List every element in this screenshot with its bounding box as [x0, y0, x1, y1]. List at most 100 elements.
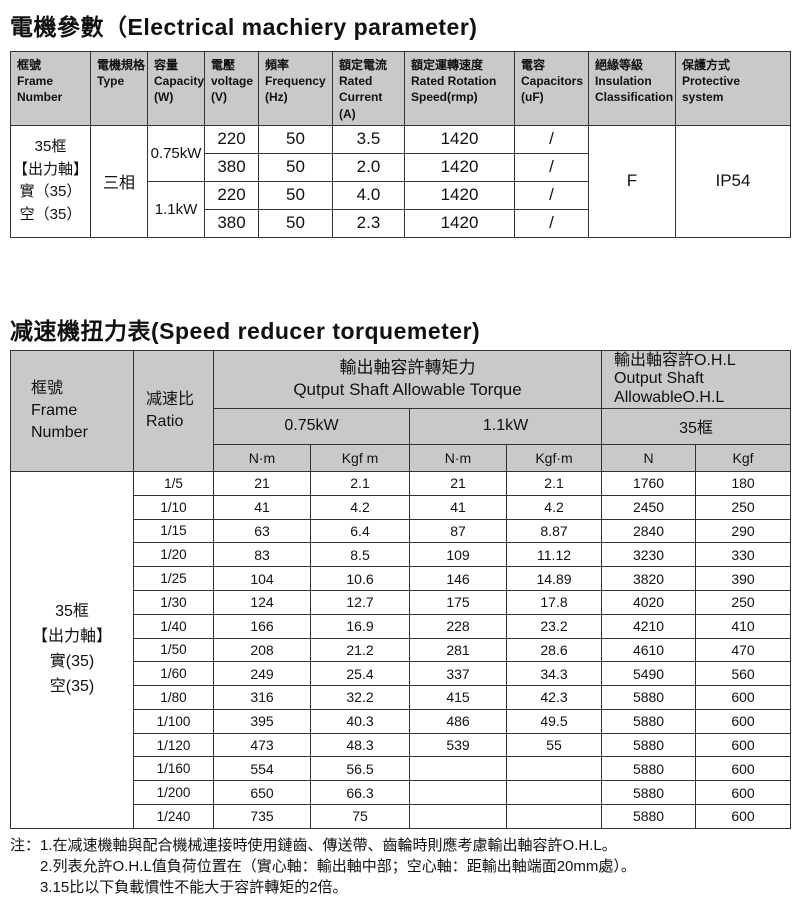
- ohl-n-cell: 5880: [601, 708, 697, 734]
- ratio-cell: 1/100: [133, 708, 214, 734]
- nm-075-cell: 554: [213, 756, 311, 782]
- kgfm-11-cell: 55: [505, 732, 603, 758]
- ohl-n-cell: 4020: [601, 589, 697, 615]
- col-header-insulation: 絕緣等級 Insulation Classification: [588, 51, 676, 126]
- ratio-cell: 1/20: [133, 542, 214, 568]
- nm-075-cell: 473: [213, 732, 311, 758]
- ohl-n-cell: 3230: [601, 542, 697, 568]
- protective-cell: IP54: [675, 124, 791, 238]
- ohl-kgf-cell: 250: [695, 494, 792, 520]
- table-row: 35框 【出力軸】 實(35) 空(35) 1/5 21 2.1 21 2.1 1760 18…: [10, 470, 792, 829]
- kgfm-11-cell: 34.3: [505, 661, 603, 687]
- ohl-kgf-cell: 600: [695, 708, 792, 734]
- col-header-kgfm-075: Kgf m: [310, 443, 410, 472]
- col-header-speed: 額定運轉速度 Rated Rotation Speed(rmp): [404, 51, 515, 126]
- speed-cell: 1420: [404, 208, 515, 238]
- table-row: 1/120 473 48.3 539 55 5880 600: [11, 732, 792, 758]
- ratio-cell: 1/60: [133, 661, 214, 687]
- nm-11-cell: 41: [409, 494, 507, 520]
- kgfm-11-cell: [505, 780, 603, 806]
- speed-cell: 1420: [404, 180, 515, 210]
- table-row: 1/100 395 40.3 486 49.5 5880 600: [11, 708, 792, 734]
- ohl-kgf-cell: 180: [695, 470, 792, 496]
- col-header-075kw: 0.75kW: [213, 407, 410, 445]
- nm-075-cell: 249: [213, 661, 311, 687]
- kgfm-075-cell: 25.4: [310, 661, 410, 687]
- ohl-kgf-cell: 600: [695, 780, 792, 806]
- kgfm-075-cell: 56.5: [310, 756, 410, 782]
- col-header-kgf: Kgf: [695, 443, 792, 472]
- table-row: 1/240 735 75 5880 600: [11, 804, 792, 829]
- torque-header-row-2: 0.75kW 1.1kW 35框: [11, 407, 792, 445]
- kgfm-11-cell: 8.87: [505, 518, 603, 544]
- electrical-table: 框號 Frame Number 電機規格 Type 容量 Capacity (W…: [10, 51, 791, 238]
- frame-cell: 35框 【出力軸】 實(35) 空(35): [10, 470, 134, 829]
- ratio-cell: 1/240: [133, 804, 214, 829]
- kgfm-075-cell: 12.7: [310, 589, 410, 615]
- col-header-capacity: 容量 Capacity (W): [147, 51, 205, 126]
- table-row: 1/15 63 6.4 87 8.87 2840 290: [11, 518, 792, 544]
- kgfm-11-cell: 42.3: [505, 685, 603, 710]
- ohl-kgf-cell: 600: [695, 685, 792, 710]
- col-header-current: 額定電流 Rated Current (A): [332, 51, 405, 126]
- table-row: 1/40 166 16.9 228 23.2 4210 410: [11, 613, 792, 639]
- notes-lines: 1.在减速機軸與配合機械連接時使用鏈齒、傳送帶、齒輪時則應考慮輸出軸容許O.H.…: [40, 835, 790, 898]
- torque-header-row-1: 框號 Frame Number 减速比 Ratio 輸出軸容許轉矩力 Qutpu…: [10, 349, 792, 472]
- table-row: 1/160 554 56.5 5880 600: [11, 756, 792, 782]
- kgfm-075-cell: 75: [310, 804, 410, 829]
- nm-075-cell: 63: [213, 518, 311, 544]
- nm-075-cell: 41: [213, 494, 311, 520]
- kgfm-075-cell: 48.3: [310, 732, 410, 758]
- current-cell: 2.0: [332, 152, 405, 182]
- kgfm-11-cell: 28.6: [505, 637, 603, 663]
- col-header-frequency: 頻率 Frequency (Hz): [258, 51, 333, 126]
- capacitors-cell: /: [514, 124, 589, 154]
- frequency-cell: 50: [258, 180, 333, 210]
- ohl-n-cell: 5880: [601, 804, 697, 829]
- ratio-cell: 1/50: [133, 637, 214, 663]
- nm-075-cell: 650: [213, 780, 311, 806]
- kgfm-11-cell: 17.8: [505, 589, 603, 615]
- kgfm-075-cell: 2.1: [310, 470, 410, 496]
- col-header-n: N: [601, 443, 697, 472]
- ohl-n-cell: 5880: [601, 685, 697, 710]
- current-cell: 3.5: [332, 124, 405, 154]
- kgfm-075-cell: 16.9: [310, 613, 410, 639]
- kgfm-075-cell: 21.2: [310, 637, 410, 663]
- col-header-frame35: 35框: [601, 407, 792, 445]
- capacity-cell-075: 0.75kW: [147, 124, 205, 182]
- kgfm-075-cell: 32.2: [310, 685, 410, 710]
- nm-075-cell: 208: [213, 637, 311, 663]
- electrical-header-row: 框號 Frame Number 電機規格 Type 容量 Capacity (W…: [10, 51, 791, 126]
- nm-075-cell: 166: [213, 613, 311, 639]
- nm-075-cell: 83: [213, 542, 311, 568]
- nm-11-cell: 415: [409, 685, 507, 710]
- ratio-cell: 1/10: [133, 494, 214, 520]
- ratio-cell: 1/40: [133, 613, 214, 639]
- torque-header-row-3: N·m Kgf m N·m Kgf·m N Kgf: [11, 443, 792, 472]
- table-row: 380 50 2.3 1420 /: [11, 208, 791, 238]
- ohl-kgf-cell: 250: [695, 589, 792, 615]
- nm-11-cell: [409, 780, 507, 806]
- kgfm-075-cell: 40.3: [310, 708, 410, 734]
- ohl-kgf-cell: 600: [695, 732, 792, 758]
- kgfm-11-cell: 4.2: [505, 494, 603, 520]
- ohl-n-cell: 4210: [601, 613, 697, 639]
- notes-prefix: 注：: [10, 836, 41, 854]
- ohl-n-cell: 2840: [601, 518, 697, 544]
- table-row: 1/10 41 4.2 41 4.2 2450 250: [11, 494, 792, 520]
- col-header-type: 電機規格 Type: [90, 51, 148, 126]
- nm-075-cell: 104: [213, 566, 311, 591]
- nm-075-cell: 316: [213, 685, 311, 710]
- kgfm-11-cell: 2.1: [505, 470, 603, 496]
- insulation-cell: F: [588, 124, 676, 238]
- speed-cell: 1420: [404, 152, 515, 182]
- kgfm-075-cell: 4.2: [310, 494, 410, 520]
- ratio-cell: 1/120: [133, 732, 214, 758]
- table-row: 35框 【出力軸】 實（35） 空（35） 三相 0.75kW 220 50 3…: [10, 124, 791, 238]
- capacitors-cell: /: [514, 180, 589, 210]
- ohl-n-cell: 1760: [601, 470, 697, 496]
- ohl-n-cell: 2450: [601, 494, 697, 520]
- nm-075-cell: 395: [213, 708, 311, 734]
- current-cell: 2.3: [332, 208, 405, 238]
